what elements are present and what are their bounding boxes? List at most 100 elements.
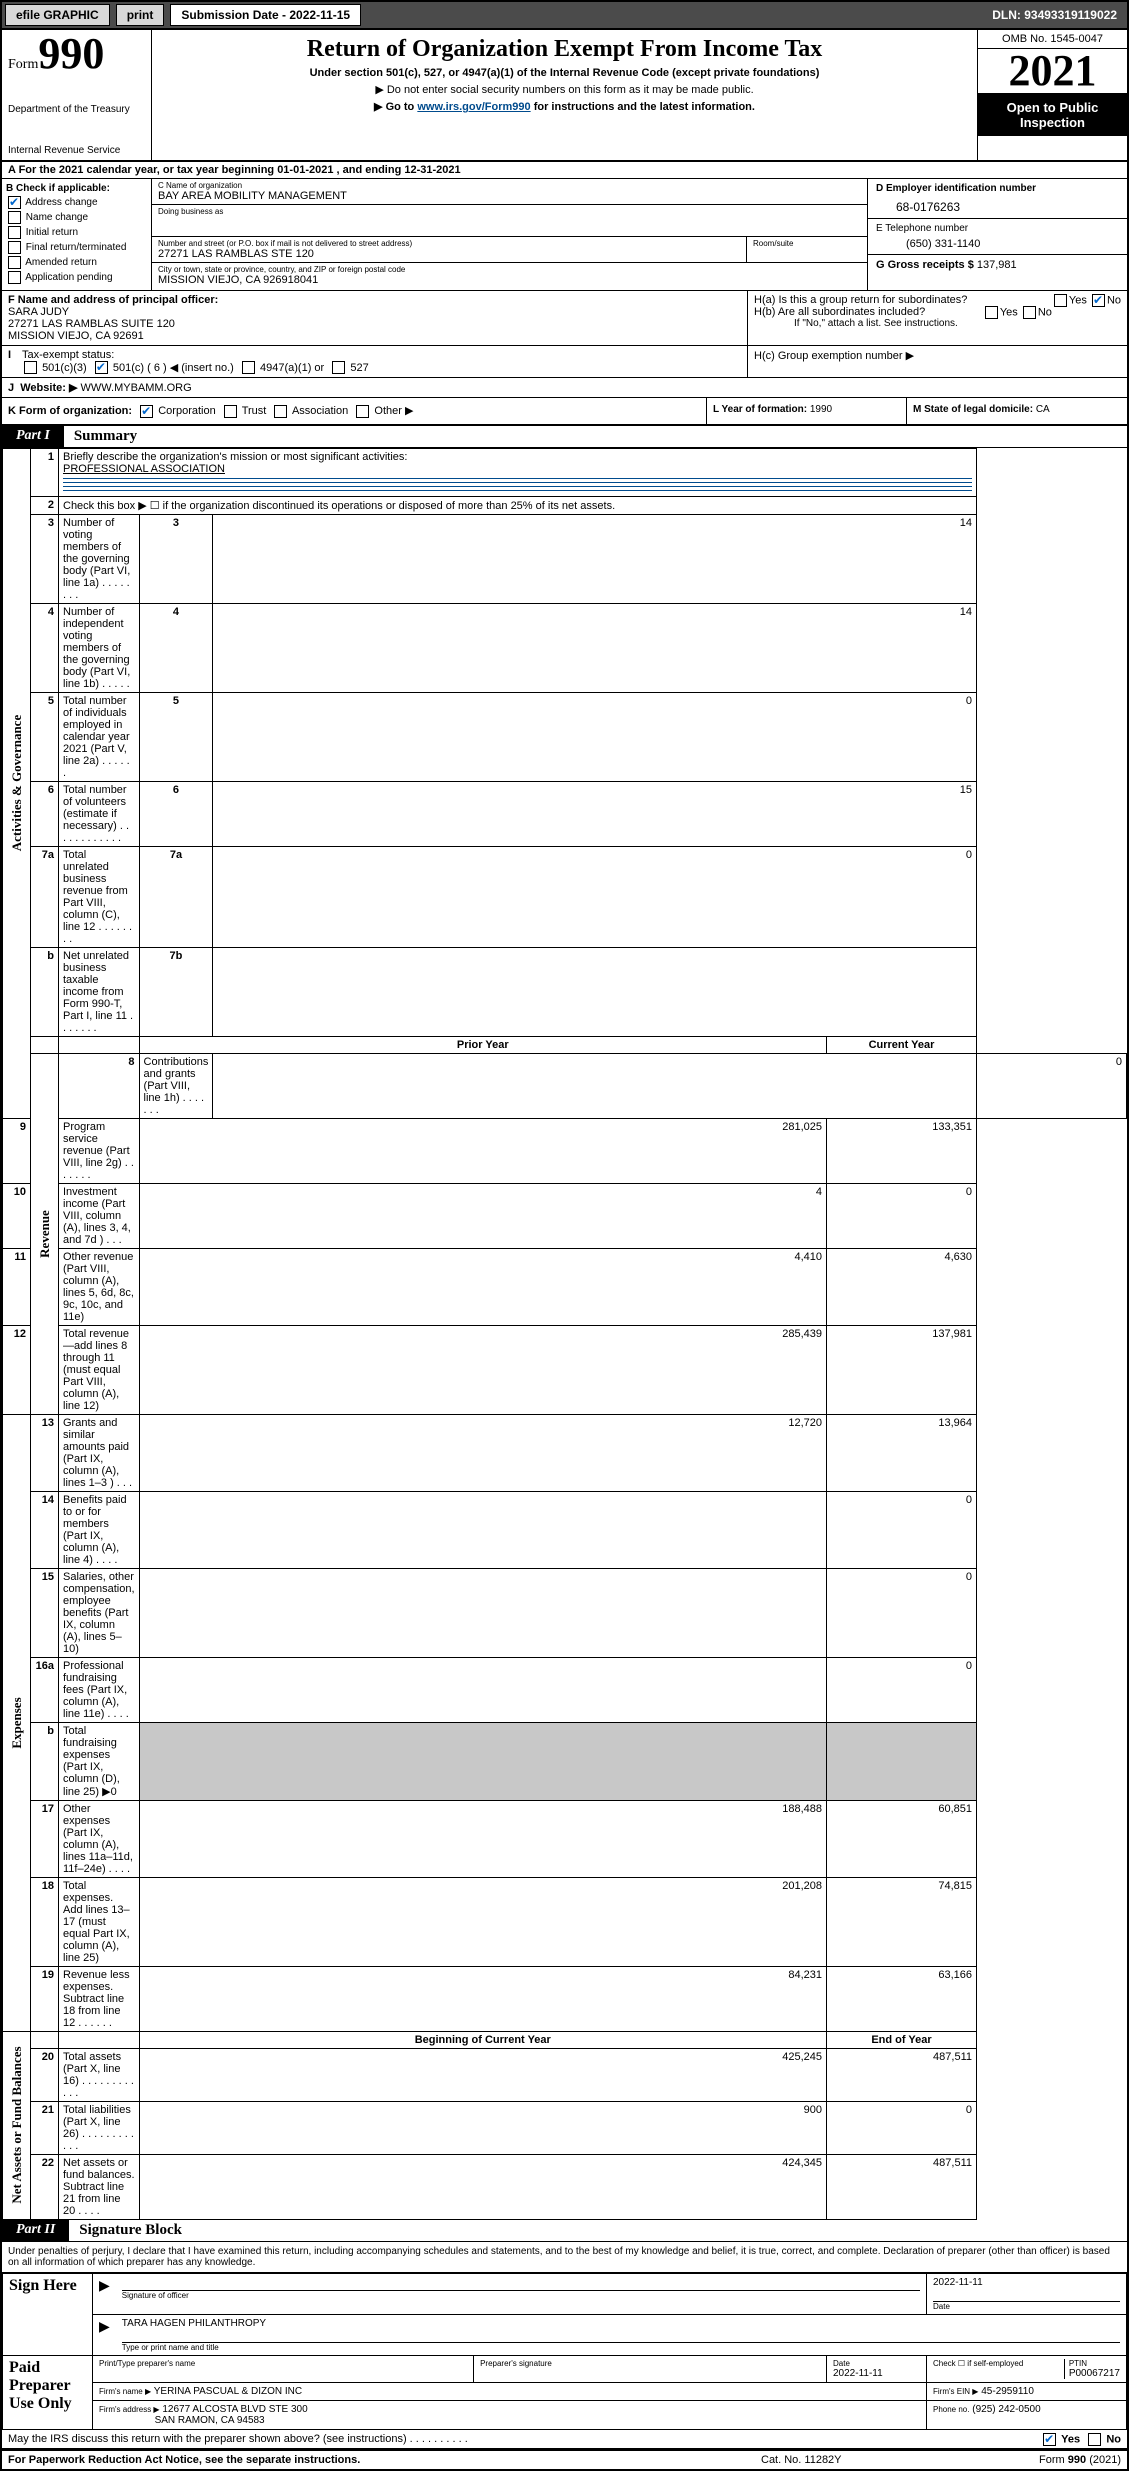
sig-officer-label: Signature of officer xyxy=(122,2291,920,2300)
firm-addr2: SAN RAMON, CA 94583 xyxy=(155,2415,265,2426)
cb-initial-return[interactable]: Initial return xyxy=(6,226,147,239)
addr-label: Number and street (or P.O. box if mail i… xyxy=(158,239,740,248)
cb-name-change[interactable]: Name change xyxy=(6,211,147,224)
city-label: City or town, state or province, country… xyxy=(158,265,861,274)
hdr-prior: Prior Year xyxy=(139,1036,826,1053)
officer-addr1: 27271 LAS RAMBLAS SUITE 120 xyxy=(8,318,741,330)
may-no[interactable] xyxy=(1088,2433,1101,2446)
room-label: Room/suite xyxy=(747,237,867,263)
cb-501c[interactable] xyxy=(95,361,108,374)
phone-value: (650) 331-1140 xyxy=(906,238,1119,250)
preparer-sig-label: Preparer's signature xyxy=(480,2359,820,2368)
b-header: B Check if applicable: xyxy=(6,183,147,194)
cb-other[interactable] xyxy=(356,405,369,418)
hb-question: H(b) Are all subordinates included? Yes … xyxy=(754,306,1121,318)
cb-address-change[interactable]: Address change xyxy=(6,196,147,209)
efile-label: efile GRAPHIC xyxy=(5,4,110,26)
firm-phone-label: Phone no. xyxy=(933,2405,969,2414)
signature-table: Sign Here ▶ Signature of officer 2022-11… xyxy=(2,2273,1127,2430)
form-title: Return of Organization Exempt From Incom… xyxy=(158,36,971,63)
ptin: P00067217 xyxy=(1069,2368,1120,2379)
cb-4947[interactable] xyxy=(242,361,255,374)
cb-application-pending[interactable]: Application pending xyxy=(6,271,147,284)
subtitle-1: Under section 501(c), 527, or 4947(a)(1)… xyxy=(158,67,971,79)
sign-here: Sign Here xyxy=(3,2273,93,2355)
firm-phone: (925) 242-0500 xyxy=(972,2404,1040,2415)
m-label: M State of legal domicile: xyxy=(913,404,1033,415)
dln: DLN: 93493319119022 xyxy=(982,4,1127,26)
ptin-label: PTIN xyxy=(1069,2359,1120,2368)
hb-note: If "No," attach a list. See instructions… xyxy=(794,318,1121,329)
firm-addr-label: Firm's address ▶ xyxy=(99,2405,160,2414)
tax-year: 2021 xyxy=(978,49,1127,94)
sig-date: 2022-11-11 xyxy=(933,2277,1120,2288)
perjury-declaration: Under penalties of perjury, I declare th… xyxy=(2,2242,1127,2273)
cb-527[interactable] xyxy=(332,361,345,374)
hc-row: H(c) Group exemption number ▶ xyxy=(747,346,1127,378)
state-domicile: CA xyxy=(1036,404,1050,415)
hdr-current: Current Year xyxy=(827,1036,977,1053)
may-discuss-row: May the IRS discuss this return with the… xyxy=(2,2430,1127,2450)
print-button[interactable]: print xyxy=(116,4,165,26)
date-label: Date xyxy=(933,2302,1120,2311)
officer-printed-name: TARA HAGEN PHILANTHROPY xyxy=(122,2318,1120,2329)
k-label: K Form of organization: xyxy=(8,405,132,417)
ein-label: D Employer identification number xyxy=(876,183,1119,194)
summary-table: Activities & Governance 1 Briefly descri… xyxy=(2,448,1127,2220)
row-a: A For the 2021 calendar year, or tax yea… xyxy=(2,162,1127,179)
instructions-link[interactable]: www.irs.gov/Form990 xyxy=(417,101,530,113)
officer-addr2: MISSION VIEJO, CA 92691 xyxy=(8,330,741,342)
hdr-end: End of Year xyxy=(827,2031,977,2048)
website: WWW.MYBAMM.ORG xyxy=(80,382,191,394)
paperwork-notice: For Paperwork Reduction Act Notice, see … xyxy=(8,2454,761,2466)
submission-date: Submission Date - 2022-11-15 xyxy=(170,4,361,26)
mission: PROFESSIONAL ASSOCIATION xyxy=(63,463,225,475)
q2: Check this box ▶ ☐ if the organization d… xyxy=(59,496,977,514)
gross-value: 137,981 xyxy=(977,259,1017,271)
tab-governance: Activities & Governance xyxy=(9,715,25,851)
subtitle-3: ▶ Go to www.irs.gov/Form990 for instruct… xyxy=(158,100,971,113)
form-header: Form990 Department of the Treasury Inter… xyxy=(2,30,1127,162)
open-inspection: Open to Public Inspection xyxy=(978,94,1127,136)
dept-treasury: Department of the Treasury xyxy=(8,104,145,115)
may-yes[interactable] xyxy=(1043,2433,1056,2446)
section-b: B Check if applicable: Address change Na… xyxy=(2,179,152,290)
name-label: Type or print name and title xyxy=(122,2343,1120,2352)
org-city: MISSION VIEJO, CA 926918041 xyxy=(158,274,861,286)
cb-corp[interactable] xyxy=(140,405,153,418)
phone-label: E Telephone number xyxy=(876,223,1119,234)
ha-question: H(a) Is this a group return for subordin… xyxy=(754,294,1121,306)
org-name: BAY AREA MOBILITY MANAGEMENT xyxy=(158,190,861,202)
irs-label: Internal Revenue Service xyxy=(8,145,145,156)
l-label: L Year of formation: xyxy=(713,404,807,415)
toolbar: efile GRAPHIC print Submission Date - 20… xyxy=(2,2,1127,30)
c-name-label: C Name of organization xyxy=(158,181,861,190)
preparer-name-label: Print/Type preparer's name xyxy=(99,2359,467,2368)
cb-final-return[interactable]: Final return/terminated xyxy=(6,241,147,254)
self-employed-check[interactable]: Check ☐ if self-employed xyxy=(933,2359,1065,2379)
pdate-label: Date xyxy=(833,2359,920,2368)
gross-label: G Gross receipts $ xyxy=(876,259,974,271)
cat-no: Cat. No. 11282Y xyxy=(761,2454,941,2466)
cb-assoc[interactable] xyxy=(274,405,287,418)
paid-preparer: Paid Preparer Use Only xyxy=(3,2355,93,2429)
cb-trust[interactable] xyxy=(224,405,237,418)
cb-501c3[interactable] xyxy=(24,361,37,374)
form-number: 990 xyxy=(38,29,104,78)
firm-ein-label: Firm's EIN ▶ xyxy=(933,2387,978,2396)
part2-header: Part II Signature Block xyxy=(2,2220,1127,2242)
q1-label: Briefly describe the organization's miss… xyxy=(63,451,407,463)
tab-net-assets: Net Assets or Fund Balances xyxy=(9,2047,25,2204)
firm-name-label: Firm's name ▶ xyxy=(99,2387,151,2396)
cb-amended[interactable]: Amended return xyxy=(6,256,147,269)
j-label: Website: ▶ xyxy=(20,382,77,394)
firm-ein: 45-2959110 xyxy=(981,2386,1034,2397)
ein-value: 68-0176263 xyxy=(896,200,1119,214)
subtitle-2: ▶ Do not enter social security numbers o… xyxy=(158,83,971,96)
preparer-date: 2022-11-11 xyxy=(833,2368,920,2379)
firm-name: YERINA PASCUAL & DIZON INC xyxy=(154,2386,302,2397)
year-formation: 1990 xyxy=(810,404,832,415)
page-footer: For Paperwork Reduction Act Notice, see … xyxy=(2,2450,1127,2469)
i-label: Tax-exempt status: xyxy=(22,349,114,361)
hdr-beginning: Beginning of Current Year xyxy=(139,2031,826,2048)
